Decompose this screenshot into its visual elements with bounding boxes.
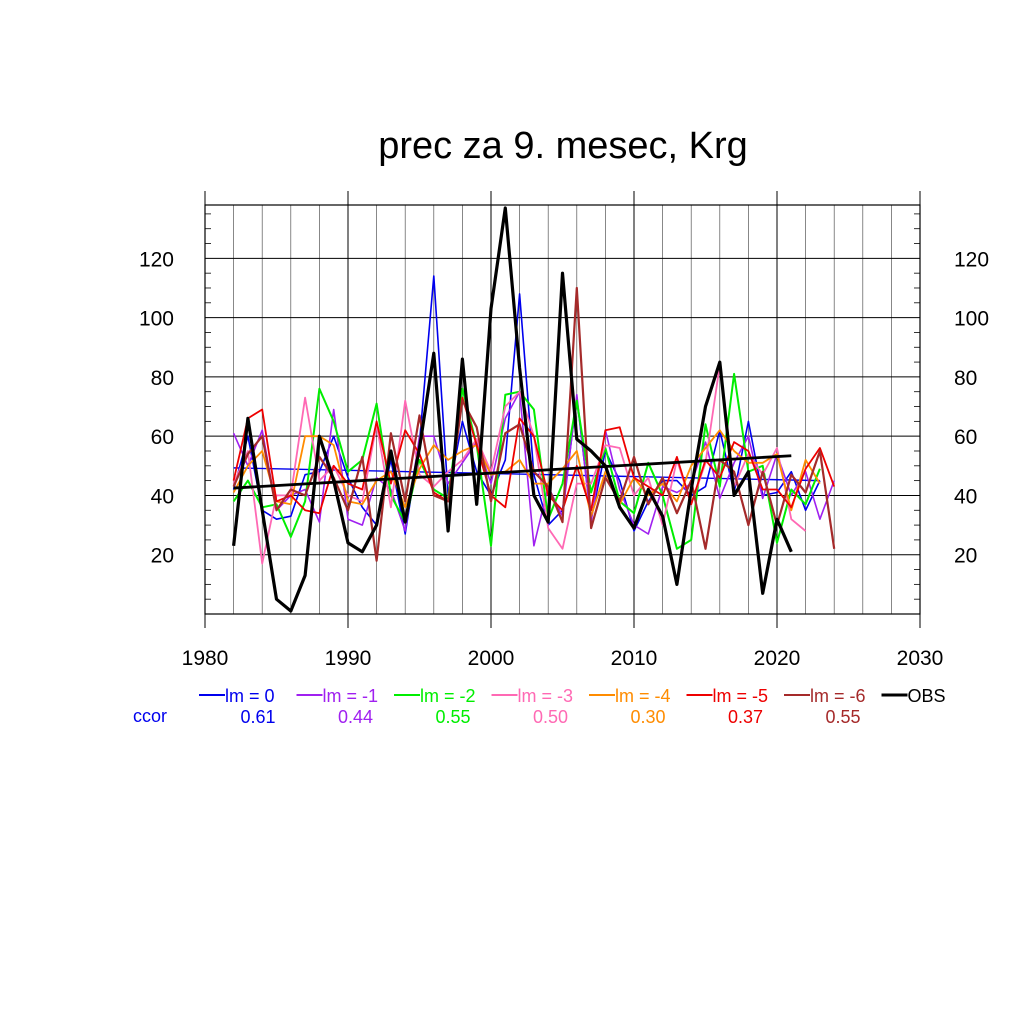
y-tick-label-left: 100 (139, 308, 174, 331)
y-tick-label-right: 120 (954, 248, 989, 271)
series-line-5 (232, 396, 836, 515)
x-tick-label: 1990 (325, 647, 372, 670)
ccor-label: ccor (133, 706, 167, 726)
ccor-value: 0.30 (630, 707, 665, 727)
x-tick-label: 2020 (754, 647, 801, 670)
y-tick-label-left: 60 (151, 426, 174, 449)
x-tick-label: 2000 (468, 647, 515, 670)
series-line-6 (232, 286, 836, 562)
ccor-value: 0.55 (825, 707, 860, 727)
x-tick-label: 2010 (611, 647, 658, 670)
legend-label: lm = -4 (615, 686, 671, 706)
y-tick-label-left: 20 (151, 545, 174, 568)
legend-label: lm = -6 (810, 686, 866, 706)
y-tick-label-right: 40 (954, 485, 977, 508)
y-tick-label-left: 40 (151, 485, 174, 508)
y-tick-label-right: 100 (954, 308, 989, 331)
y-tick-label-right: 20 (954, 545, 977, 568)
series-line-0 (232, 275, 821, 535)
legend-label: lm = -2 (420, 686, 476, 706)
series-line-1 (232, 390, 835, 547)
y-tick-label-right: 60 (954, 426, 977, 449)
ccor-value: 0.44 (338, 707, 373, 727)
x-tick-label: 2030 (897, 647, 944, 670)
ccor-value: 0.61 (240, 707, 275, 727)
x-tick-label: 1980 (182, 647, 229, 670)
legend-label: lm = 0 (225, 686, 275, 706)
series-line-7 (232, 206, 793, 613)
grid-lines (205, 205, 920, 614)
series-line-2 (232, 372, 821, 550)
ccor-value: 0.55 (435, 707, 470, 727)
chart-title: prec za 9. mesec, Krg (378, 125, 748, 167)
legend-label: lm = -3 (518, 686, 574, 706)
y-tick-label-left: 80 (151, 367, 174, 390)
ccor-value: 0.37 (728, 707, 763, 727)
y-tick-label-left: 120 (139, 248, 174, 271)
y-tick-label-right: 80 (954, 367, 977, 390)
tick-marks (204, 191, 921, 628)
legend-label: OBS (908, 686, 946, 706)
series-lines (232, 206, 836, 613)
legend-label: lm = -5 (713, 686, 769, 706)
legend-label: lm = -1 (323, 686, 379, 706)
ccor-value: 0.50 (533, 707, 568, 727)
plot-frame (204, 204, 921, 615)
trend-line-7 (233, 454, 792, 490)
